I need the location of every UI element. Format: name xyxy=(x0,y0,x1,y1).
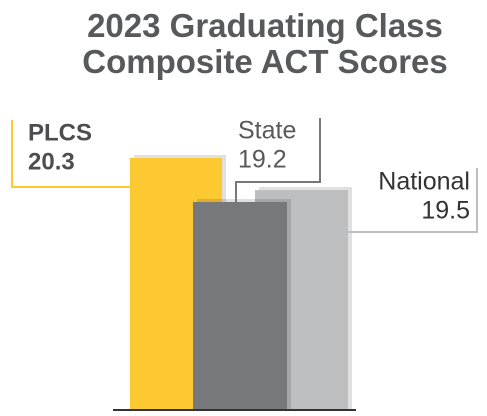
category-label: State xyxy=(238,117,296,145)
value-label: 19.5 xyxy=(421,197,470,225)
chart-title: 2023 Graduating Class Composite ACT Scor… xyxy=(82,7,448,80)
label-bracket xyxy=(235,118,321,202)
category-label: PLCS xyxy=(28,119,92,146)
value-label: 19.2 xyxy=(238,146,287,174)
category-label: National xyxy=(378,168,470,196)
label-bracket xyxy=(11,120,130,188)
bar xyxy=(193,202,287,410)
value-label: 20.3 xyxy=(28,148,75,175)
label-bracket xyxy=(348,168,478,233)
